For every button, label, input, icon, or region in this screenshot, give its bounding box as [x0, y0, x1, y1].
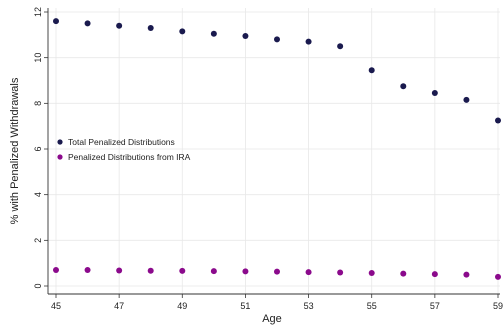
- x-ticks: 45 47 49 51 53 55 57 59: [51, 294, 503, 311]
- ira-penalized-point: [305, 269, 312, 276]
- y-tick-label: 8: [33, 101, 43, 106]
- ira-penalized-point: [400, 270, 407, 277]
- total-penalized-point: [495, 117, 501, 124]
- ira-penalized-point: [53, 267, 59, 274]
- ira-penalized-point: [210, 268, 217, 275]
- total-penalized-point: [431, 90, 438, 97]
- x-tick-label: 49: [177, 301, 187, 311]
- total-penalized-point: [84, 20, 91, 27]
- total-penalized-point: [147, 24, 154, 31]
- total-penalized-point: [116, 22, 123, 29]
- x-tick-label: 57: [430, 301, 440, 311]
- y-ticks: 0 2 4 6 8 10 12: [33, 7, 48, 289]
- x-tick-label: 47: [114, 301, 124, 311]
- total-penalized-point: [400, 83, 407, 90]
- x-tick-label: 55: [367, 301, 377, 311]
- ira-penalized-point: [368, 269, 375, 276]
- axes: [47, 8, 500, 295]
- legend: Total Penalized Distributions Penalized D…: [57, 137, 191, 162]
- ira-penalized-point: [179, 267, 186, 274]
- total-penalized-point: [368, 67, 375, 74]
- ira-penalized-point: [242, 268, 249, 275]
- data-points: [53, 18, 501, 280]
- x-tick-label: 53: [304, 301, 314, 311]
- total-penalized-point: [337, 43, 344, 50]
- x-tick-label: 51: [240, 301, 250, 311]
- y-tick-label: 2: [33, 238, 43, 243]
- ira-penalized-point: [431, 271, 438, 278]
- y-tick-label: 12: [33, 7, 43, 17]
- total-penalized-point: [274, 36, 280, 43]
- y-tick-label: 0: [33, 283, 43, 288]
- ira-penalized-point: [147, 267, 154, 274]
- ira-penalized-point: [116, 267, 123, 274]
- total-penalized-point: [210, 30, 217, 37]
- total-penalized-point: [242, 32, 249, 39]
- ira-penalized-point: [84, 267, 91, 274]
- y-axis-label: % with Penalized Withdrawals: [9, 77, 21, 224]
- x-axis-label: Age: [262, 313, 282, 325]
- x-tick-label: 45: [51, 301, 61, 311]
- total-penalized-point: [463, 96, 470, 103]
- legend-label: Penalized Distributions from IRA: [68, 152, 191, 162]
- x-tick-label: 59: [493, 301, 503, 311]
- legend-marker: [57, 139, 63, 145]
- total-penalized-point: [53, 18, 59, 25]
- ira-penalized-point: [495, 273, 501, 280]
- y-tick-label: 10: [33, 53, 43, 63]
- ira-penalized-point: [274, 268, 280, 275]
- legend-label: Total Penalized Distributions: [68, 137, 175, 147]
- legend-marker: [57, 154, 63, 160]
- grid: [48, 8, 500, 294]
- ira-penalized-point: [463, 271, 470, 278]
- total-penalized-point: [179, 28, 186, 35]
- y-tick-label: 6: [33, 146, 43, 151]
- total-penalized-point: [305, 38, 312, 45]
- y-tick-label: 4: [33, 192, 43, 197]
- ira-penalized-point: [337, 269, 344, 276]
